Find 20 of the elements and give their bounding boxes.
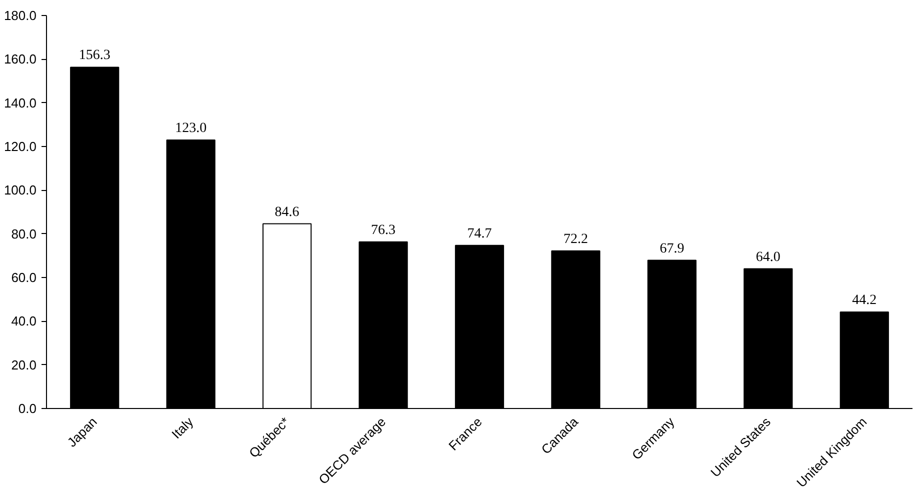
y-tick-label: 100.0: [4, 182, 37, 198]
y-tick-label: 180.0: [4, 8, 37, 23]
x-tick-label: Italy: [168, 414, 196, 442]
y-tick-label: 120.0: [4, 139, 37, 154]
data-label: 44.2: [852, 292, 877, 308]
data-label: 74.7: [467, 226, 492, 242]
y-tick-label: 80.0: [11, 226, 37, 242]
data-label: 84.6: [274, 204, 300, 220]
y-tick-label: 0.0: [18, 401, 37, 416]
y-tick-label: 40.0: [11, 314, 37, 329]
data-label: 72.2: [563, 232, 588, 247]
y-tick-label: 20.0: [11, 357, 37, 372]
y-tick-label: 140.0: [4, 95, 37, 110]
data-label: 67.9: [660, 241, 684, 256]
data-label: 123.0: [175, 120, 207, 136]
data-label: 156.3: [78, 48, 110, 64]
data-label: 64.0: [756, 250, 780, 265]
y-tick-label: 160.0: [4, 52, 37, 67]
data-label: 76.3: [371, 222, 396, 238]
y-tick-label: 60.0: [11, 270, 37, 285]
